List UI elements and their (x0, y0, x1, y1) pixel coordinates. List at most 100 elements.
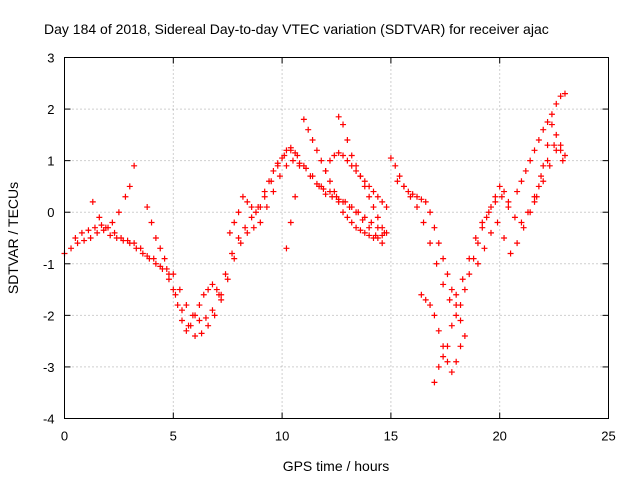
data-point (213, 286, 220, 293)
data-point (505, 204, 512, 211)
data-point (348, 219, 355, 226)
data-point (72, 235, 79, 241)
data-point (78, 229, 85, 236)
data-point (514, 240, 521, 247)
data-point (553, 147, 560, 154)
y-tick-label: -1 (43, 257, 55, 272)
data-point (218, 296, 225, 303)
data-point (340, 121, 347, 128)
data-point (357, 173, 364, 180)
data-point (414, 193, 421, 200)
data-point (261, 193, 268, 200)
data-point (174, 302, 181, 309)
data-point (211, 312, 218, 319)
data-point (551, 142, 558, 149)
data-point (176, 286, 183, 293)
data-point (144, 253, 151, 260)
data-point (353, 167, 360, 174)
data-point (559, 157, 566, 164)
data-point (492, 193, 499, 200)
data-point (348, 152, 355, 159)
data-point (109, 219, 116, 226)
data-point (548, 111, 555, 118)
data-point (461, 332, 468, 339)
data-point (557, 93, 564, 100)
data-point (368, 219, 375, 226)
data-point (431, 224, 438, 231)
data-point (289, 157, 296, 164)
data-point (433, 260, 440, 267)
data-point (444, 358, 451, 365)
data-point (357, 227, 364, 234)
data-point (431, 379, 438, 386)
data-point (202, 314, 209, 321)
data-point (287, 219, 294, 226)
data-point (366, 224, 373, 231)
data-point (248, 204, 255, 211)
data-point (427, 302, 434, 309)
data-point (192, 332, 199, 339)
data-point (379, 240, 386, 247)
data-point (446, 296, 453, 303)
data-point (235, 209, 242, 216)
data-point (279, 155, 286, 162)
data-point (239, 193, 246, 200)
data-point (511, 214, 518, 221)
data-point (535, 137, 542, 144)
data-point (244, 198, 251, 205)
data-point (453, 312, 460, 319)
data-point (331, 188, 338, 195)
x-tick-label: 20 (492, 429, 506, 444)
data-point (514, 188, 521, 195)
data-point (126, 183, 133, 190)
data-point (237, 240, 244, 247)
data-point (379, 198, 386, 205)
data-point (209, 307, 216, 314)
data-point (435, 327, 442, 334)
data-point (400, 183, 407, 190)
data-point (435, 363, 442, 370)
data-point (544, 118, 551, 125)
data-point (361, 183, 368, 190)
data-point (535, 183, 542, 190)
data-point (448, 286, 455, 293)
data-point (231, 255, 238, 262)
data-point (366, 232, 373, 239)
data-point (374, 214, 381, 221)
data-point (257, 204, 264, 211)
data-point (540, 162, 547, 169)
data-point (470, 255, 477, 262)
data-point (144, 204, 151, 211)
data-point (479, 224, 486, 231)
data-point (263, 204, 270, 211)
data-point (370, 204, 377, 211)
data-point (474, 260, 481, 267)
data-point (474, 240, 481, 247)
data-point (139, 250, 146, 257)
data-point (244, 229, 251, 236)
data-point (292, 193, 299, 200)
data-point (453, 358, 460, 365)
data-point (457, 302, 464, 309)
data-point (326, 178, 333, 185)
data-point (137, 245, 144, 252)
data-point (283, 162, 290, 169)
data-point (231, 219, 238, 226)
data-point (472, 235, 479, 241)
chart-title: Day 184 of 2018, Sidereal Day-to-day VTE… (44, 21, 549, 37)
data-point (313, 180, 320, 187)
data-point (518, 178, 525, 185)
data-point (296, 162, 303, 169)
data-point (313, 147, 320, 154)
data-point (235, 235, 242, 241)
grid (64, 57, 609, 419)
data-point (122, 193, 129, 200)
data-point (331, 152, 338, 159)
data-point (544, 157, 551, 164)
data-point (229, 250, 236, 257)
data-point (505, 198, 512, 205)
data-point (405, 188, 412, 195)
data-point (196, 317, 203, 324)
data-point (196, 302, 203, 309)
data-point (359, 216, 366, 223)
